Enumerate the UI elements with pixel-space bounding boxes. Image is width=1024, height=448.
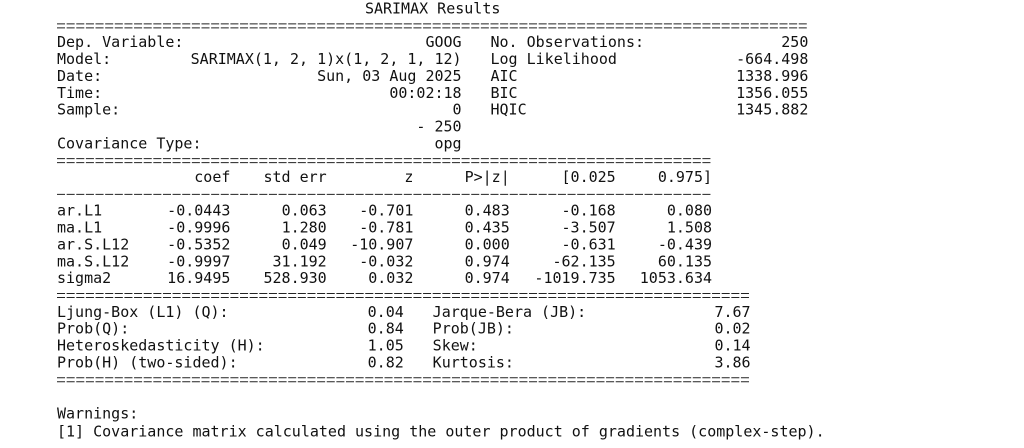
header-label: No. Observations: (490, 33, 644, 51)
header-value: 0 (453, 101, 462, 119)
diagnostic-label: Prob(JB): (433, 320, 514, 338)
diagnostic-value: 7.67 (714, 303, 750, 321)
cell: 0.032 (368, 269, 413, 287)
cell: -0.5352 (167, 235, 230, 253)
cell: 0.483 (465, 202, 510, 220)
header-value: -664.498 (736, 50, 808, 68)
cell: 0.000 (465, 235, 510, 253)
cell: -0.168 (562, 202, 616, 220)
diagnostic-value: 1.05 (368, 337, 404, 355)
diagnostic-label: Heteroskedasticity (H): (57, 337, 265, 355)
cell: 0.974 (465, 269, 510, 287)
header-value: 1338.996 (736, 67, 808, 85)
header-value: 250 (781, 33, 808, 51)
diagnostic-label: Jarque-Bera (JB): (433, 303, 587, 321)
warning-item: [1] Covariance matrix calculated using t… (57, 422, 825, 440)
cell: -0.032 (359, 252, 413, 270)
header-value: 1356.055 (736, 84, 808, 102)
column-header: z (404, 168, 413, 186)
cell: -0.631 (562, 235, 616, 253)
diagnostic-value: 3.86 (714, 353, 750, 371)
cell: 0.435 (465, 219, 510, 237)
diagnostic-value: 0.14 (714, 337, 750, 355)
cell: 60.135 (658, 252, 712, 270)
column-header: coef (194, 168, 230, 186)
parameter-name: ma.L1 (57, 219, 102, 237)
cell: -0.9997 (167, 252, 230, 270)
diagnostic-label: Prob(H) (two-sided): (57, 353, 238, 371)
cell: 1.280 (282, 219, 327, 237)
column-header: 0.975] (658, 168, 712, 186)
cell: -0.0443 (167, 202, 230, 220)
header-value: 1345.882 (736, 101, 808, 119)
diagnostic-value: 0.04 (368, 303, 404, 321)
title: SARIMAX Results (365, 0, 500, 18)
header-value: GOOG (425, 33, 461, 51)
cell: -10.907 (350, 235, 413, 253)
cell: -3.507 (562, 219, 616, 237)
parameter-name: sigma2 (57, 269, 111, 287)
cell: 16.9495 (167, 269, 230, 287)
column-header: P>|z| (465, 168, 510, 186)
header-value: SARIMAX(1, 2, 1)x(1, 2, 1, 12) (191, 50, 462, 68)
cell: 0.063 (282, 202, 327, 220)
cell: -1019.735 (534, 269, 615, 287)
header-label: AIC (490, 67, 517, 85)
cell: 0.974 (465, 252, 510, 270)
cell: -0.781 (359, 219, 413, 237)
header-value: 00:02:18 (389, 84, 461, 102)
diagnostic-label: Ljung-Box (L1) (Q): (57, 303, 229, 321)
cell: 31.192 (273, 252, 327, 270)
diagnostic-label: Kurtosis: (433, 353, 514, 371)
cell: -0.701 (359, 202, 413, 220)
header-label: Dep. Variable: (57, 33, 183, 51)
header-label: BIC (490, 84, 517, 102)
diagnostic-value: 0.02 (714, 320, 750, 338)
header-value: - 250 (416, 117, 461, 135)
cell: 0.080 (667, 202, 712, 220)
header-value: Sun, 03 Aug 2025 (317, 67, 462, 85)
column-header: std err (264, 168, 327, 186)
diagnostic-value: 0.84 (368, 320, 404, 338)
header-label: Date: (57, 67, 102, 85)
header-label: HQIC (490, 101, 526, 119)
header-label: Covariance Type: (57, 134, 202, 152)
header-label: Sample: (57, 101, 120, 119)
header-value: opg (434, 134, 461, 152)
cell: 1.508 (667, 219, 712, 237)
warnings-title: Warnings: (57, 405, 138, 423)
header-label: Model: (57, 50, 111, 68)
column-header: [0.025 (562, 168, 616, 186)
diagnostic-value: 0.82 (368, 353, 404, 371)
header-label: Log Likelihood (490, 50, 616, 68)
diagnostic-label: Prob(Q): (57, 320, 129, 338)
cell: 0.049 (282, 235, 327, 253)
parameter-name: ar.S.L12 (57, 235, 129, 253)
cell: 528.930 (264, 269, 327, 287)
header-label: Time: (57, 84, 102, 102)
diagnostic-label: Skew: (433, 337, 478, 355)
cell: -0.9996 (167, 219, 230, 237)
cell: 1053.634 (640, 269, 712, 287)
parameter-name: ar.L1 (57, 202, 102, 220)
parameter-name: ma.S.L12 (57, 252, 129, 270)
cell: -62.135 (552, 252, 615, 270)
cell: -0.439 (658, 235, 712, 253)
